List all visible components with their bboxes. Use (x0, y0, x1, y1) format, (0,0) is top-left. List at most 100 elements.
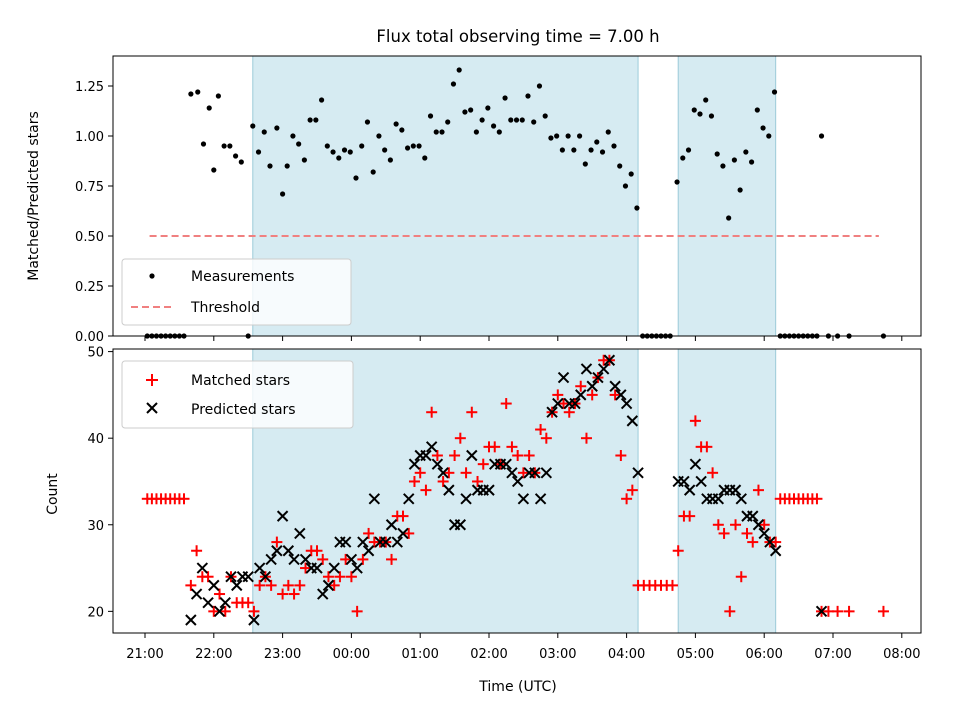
ratio-y-axis-label: Matched/Predicted stars (26, 111, 42, 281)
measurement-point (628, 171, 634, 177)
predicted-point (552, 397, 564, 410)
predicted-point (466, 449, 478, 462)
matched-point (345, 571, 357, 583)
predicted-point (253, 562, 266, 574)
matched-point (265, 579, 277, 591)
predicted-point (385, 519, 398, 531)
matched-point (357, 553, 369, 565)
legend-measurements-marker (149, 273, 155, 279)
measurement-point (508, 117, 514, 123)
predicted-point (735, 493, 747, 505)
count-plot-area (141, 354, 889, 626)
matched-point (386, 553, 398, 565)
predicted-point (208, 579, 220, 592)
matched-point (684, 510, 696, 522)
predicted-point (729, 484, 742, 496)
measurement-point (594, 139, 600, 145)
matched-point (540, 432, 552, 444)
measurement-point (238, 159, 244, 165)
matched-point (420, 484, 432, 496)
measurement-point (611, 143, 617, 149)
matched-point (523, 450, 535, 461)
y-tick-label: 0.75 (75, 180, 104, 195)
measurement-point (536, 83, 543, 89)
measurement-point (347, 149, 353, 155)
measurement-point (267, 163, 273, 169)
predicted-point (517, 493, 530, 505)
measurement-point (399, 127, 405, 133)
matched-point (334, 571, 346, 583)
measurement-point (502, 95, 508, 101)
measurement-point (771, 89, 778, 95)
matched-point (770, 536, 782, 548)
matched-point (563, 406, 575, 418)
y-tick-label: 30 (87, 519, 104, 534)
predicted-point (534, 493, 547, 505)
predicted-point (380, 536, 392, 548)
measurement-point (462, 109, 468, 115)
predicted-point (271, 545, 283, 557)
measurement-point (353, 175, 359, 181)
matched-point (431, 450, 443, 461)
measurement-point (490, 123, 497, 129)
matched-point (707, 467, 719, 479)
matched-point (724, 605, 736, 617)
measurement-point (559, 147, 565, 153)
predicted-point (328, 562, 340, 574)
matched-point (517, 467, 529, 479)
measurement-point (416, 143, 422, 149)
predicted-point (231, 579, 243, 592)
matched-point (472, 475, 484, 487)
matched-point (460, 467, 472, 479)
measurement-point (531, 119, 537, 125)
measurement-point (393, 121, 399, 127)
matched-point (322, 571, 334, 583)
predicted-point (322, 579, 335, 592)
matched-point (718, 527, 730, 539)
y-tick-label: 0.50 (75, 230, 104, 245)
x-tick-label: 06:00 (745, 647, 782, 662)
count-legend-box (121, 360, 354, 429)
matched-point (609, 389, 621, 401)
matched-point (701, 441, 713, 453)
measurement-point (227, 143, 233, 149)
legend-predicted-label: Predicted stars (191, 402, 296, 418)
predicted-point (317, 588, 329, 600)
count-axis-ticks: 20 30 40 50 21:00 22:00 23:00 00:00 01:00 02:00 03… (87, 346, 920, 662)
measurement-point (720, 163, 726, 169)
measurement-point (726, 215, 732, 221)
measurement-point (576, 133, 583, 139)
measurement-point (571, 147, 577, 153)
matched-point (414, 467, 426, 479)
predicted-point (190, 588, 203, 600)
y-tick-label: 50 (87, 346, 104, 361)
y-tick-label: 40 (87, 432, 104, 447)
matched-point (443, 467, 455, 479)
measurement-point (387, 157, 393, 163)
measurement-point (404, 145, 411, 151)
measurement-point (697, 111, 703, 117)
measurement-point (754, 107, 760, 113)
x-tick-label: 00:00 (333, 647, 370, 662)
measurement-point (485, 105, 491, 111)
predicted-point (391, 536, 403, 548)
matched-point (747, 536, 759, 548)
measurement-point (542, 113, 548, 119)
count-axes-frame (112, 348, 922, 634)
predicted-point (580, 363, 593, 375)
measurement-point (456, 67, 462, 73)
count-panel: 20 30 40 50 21:00 22:00 23:00 00:00 01:00 02:00 03… (45, 346, 922, 695)
measurement-point (525, 93, 531, 99)
predicted-point (483, 484, 495, 496)
matched-point (877, 605, 889, 617)
measurement-point (445, 119, 451, 125)
matched-point (214, 588, 226, 600)
predicted-point (425, 441, 438, 453)
measurement-point (748, 159, 755, 165)
measurement-point (232, 153, 239, 159)
x-tick-label: 05:00 (677, 647, 714, 662)
x-tick-label: 07:00 (814, 647, 851, 662)
predicted-point (437, 467, 449, 479)
matched-point (454, 432, 466, 444)
